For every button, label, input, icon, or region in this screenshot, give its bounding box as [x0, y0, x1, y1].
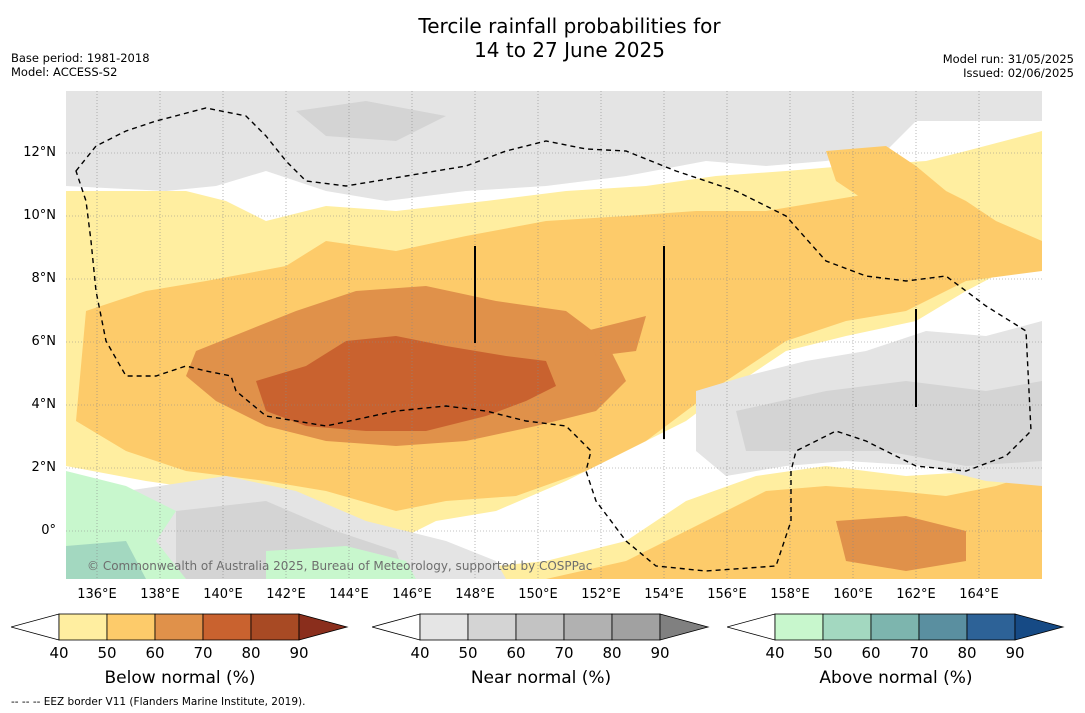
colorbar-segment — [515, 613, 565, 641]
cb-above-tick: 80 — [957, 644, 977, 662]
base-period: Base period: 1981-2018 — [11, 51, 150, 65]
above-normal-southwest-60 — [66, 541, 146, 579]
colorbar-extend-high — [298, 613, 349, 641]
colorbar-extend-high — [1014, 613, 1065, 641]
cb-above-tick: 70 — [909, 644, 929, 662]
colorbar-segment — [966, 613, 1016, 641]
below-normal-60-north — [826, 146, 946, 211]
copyright-credit: © Commonwealth of Australia 2025, Bureau… — [87, 559, 593, 573]
colorbar-segment — [918, 613, 968, 641]
meta-left: Base period: 1981-2018 Model: ACCESS-S2 — [11, 51, 150, 79]
lat-label-2n: 2°N — [31, 460, 57, 475]
probability-map[interactable] — [66, 91, 1042, 579]
lon-label-142e: 142°E — [266, 587, 306, 602]
colorbar-near-title: Near normal (%) — [470, 668, 612, 688]
lat-label-4n: 4°N — [31, 397, 57, 412]
above-normal-southwest-2 — [266, 546, 416, 579]
colorbar-below-svg — [11, 613, 349, 641]
lon-label-158e: 158°E — [770, 587, 810, 602]
cb-below-tick: 70 — [193, 644, 213, 662]
lon-label-154e: 154°E — [644, 587, 684, 602]
lon-label-136e: 136°E — [77, 587, 117, 602]
colorbar-segment — [58, 613, 108, 641]
cb-near-tick: 40 — [410, 644, 430, 662]
cb-below-tick: 60 — [145, 644, 165, 662]
cb-below-tick: 90 — [289, 644, 309, 662]
colorbar-segment — [106, 613, 156, 641]
cb-above-tick: 90 — [1005, 644, 1025, 662]
near-normal-north-dark — [296, 101, 446, 141]
colorbar-above-svg — [727, 613, 1065, 641]
lat-label-6n: 6°N — [31, 334, 57, 349]
lon-label-156e: 156°E — [707, 587, 747, 602]
lon-label-140e: 140°E — [203, 587, 243, 602]
lon-label-138e: 138°E — [140, 587, 180, 602]
colorbar-segment — [419, 613, 469, 641]
colorbar-below-title: Below normal (%) — [104, 668, 256, 688]
cb-near-tick: 50 — [458, 644, 478, 662]
colorbar-near-svg — [372, 613, 710, 641]
map-title: Tercile rainfall probabilities for 14 to… — [0, 14, 1085, 62]
colorbar-extend-low — [11, 613, 60, 641]
model-name: Model: ACCESS-S2 — [11, 65, 118, 79]
colorbar-segment — [774, 613, 824, 641]
lon-label-150e: 150°E — [518, 587, 558, 602]
colorbar-below-normal — [11, 613, 349, 641]
boundary-lines — [474, 246, 917, 439]
cb-below-tick: 80 — [241, 644, 261, 662]
below-normal-80 — [256, 336, 556, 431]
eez-border — [75, 107, 1032, 572]
colorbar-near-normal — [372, 613, 710, 641]
colorbar-above-title: Above normal (%) — [819, 668, 973, 688]
lon-label-144e: 144°E — [329, 587, 369, 602]
lon-label-160e: 160°E — [833, 587, 873, 602]
meta-right: Model run: 31/05/2025 Issued: 02/06/2025 — [943, 52, 1074, 80]
cb-near-tick: 90 — [650, 644, 670, 662]
colorbar-segment — [154, 613, 204, 641]
colorbar-segment — [611, 613, 661, 641]
colorbar-extend-low — [727, 613, 776, 641]
colorbar-extend-low — [372, 613, 421, 641]
colorbar-above-normal — [727, 613, 1065, 641]
lon-label-152e: 152°E — [581, 587, 621, 602]
lat-label-8n: 8°N — [31, 271, 57, 286]
issued-date: Issued: 02/06/2025 — [963, 66, 1074, 80]
lat-label-10n: 10°N — [23, 208, 56, 223]
colorbar-segment — [202, 613, 252, 641]
lon-label-164e: 164°E — [959, 587, 999, 602]
lon-label-148e: 148°E — [455, 587, 495, 602]
colorbar-segment — [822, 613, 872, 641]
eez-legend-footer: -- -- -- EEZ border V11 (Flanders Marine… — [11, 696, 306, 708]
colorbar-segment — [250, 613, 300, 641]
colorbar-segment — [467, 613, 517, 641]
cb-above-tick: 60 — [861, 644, 881, 662]
colorbar-segment — [870, 613, 920, 641]
cb-near-tick: 60 — [506, 644, 526, 662]
cb-near-tick: 70 — [554, 644, 574, 662]
lat-label-12n: 12°N — [23, 145, 56, 160]
below-normal-70-se — [836, 516, 966, 571]
map-title-line2: 14 to 27 June 2025 — [474, 38, 665, 62]
near-normal-east-dark — [736, 381, 1042, 466]
lat-label-0: 0° — [41, 523, 56, 538]
cb-above-tick: 40 — [765, 644, 785, 662]
map-svg — [66, 91, 1042, 579]
cb-near-tick: 80 — [602, 644, 622, 662]
lon-label-146e: 146°E — [392, 587, 432, 602]
cb-below-tick: 40 — [49, 644, 69, 662]
colorbar-extend-high — [659, 613, 710, 641]
model-run: Model run: 31/05/2025 — [942, 52, 1074, 66]
cb-below-tick: 50 — [97, 644, 117, 662]
map-title-line1: Tercile rainfall probabilities for — [418, 14, 721, 38]
lon-label-162e: 162°E — [896, 587, 936, 602]
colorbar-segment — [563, 613, 613, 641]
cb-above-tick: 50 — [813, 644, 833, 662]
graticule — [66, 91, 1042, 579]
